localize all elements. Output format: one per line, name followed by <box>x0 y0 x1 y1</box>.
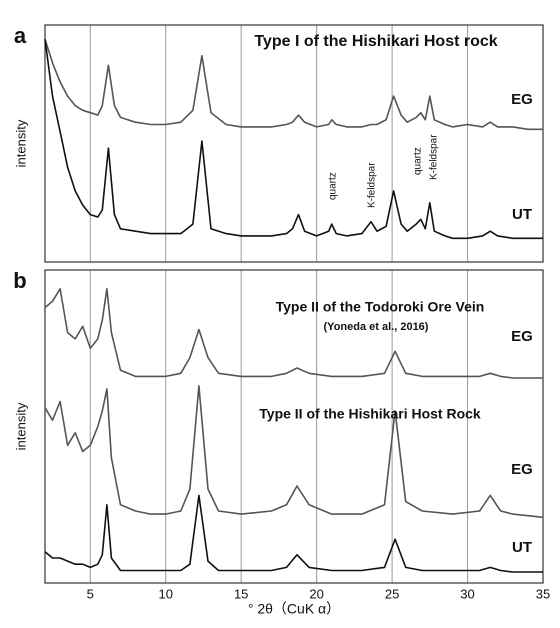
diffraction-pattern <box>44 288 543 379</box>
annotation: K-feldspar <box>429 134 440 180</box>
panel-label: b <box>13 268 26 293</box>
diffraction-pattern <box>44 39 543 240</box>
x-tick-label: 5 <box>87 586 94 601</box>
x-tick-label: 30 <box>460 586 474 601</box>
x-tick-label: 15 <box>234 586 248 601</box>
annotation: (Yoneda et al., 2016) <box>324 321 429 333</box>
annotation: Type II of the Hishikari Host Rock <box>259 406 481 422</box>
diffraction-pattern <box>44 38 543 131</box>
annotation: quartz <box>413 147 424 175</box>
series-label: UT <box>512 539 532 556</box>
x-axis-label: ° 2θ（CuK α） <box>248 601 340 617</box>
annotation: quartz <box>328 172 339 200</box>
panel-title: Type I of the Hishikari Host rock <box>254 33 497 50</box>
panel-label: a <box>14 23 27 48</box>
diffraction-pattern <box>44 494 543 573</box>
plot-frame <box>44 269 544 584</box>
annotation: Type II of the Todoroki Ore Vein <box>276 299 485 315</box>
y-axis-label: intensity <box>13 119 28 167</box>
x-tick-label: 35 <box>536 586 550 601</box>
plot-frame <box>44 24 544 263</box>
diffraction-pattern <box>44 385 544 519</box>
x-tick-label: 20 <box>309 586 323 601</box>
series-label: EG <box>511 91 533 108</box>
x-tick-label: 25 <box>385 586 399 601</box>
series-label: EG <box>511 461 533 478</box>
series-label: EG <box>511 328 533 345</box>
series-label: UT <box>512 206 532 223</box>
annotation: K-feldspar <box>367 162 378 208</box>
y-axis-label: intensity <box>13 402 28 450</box>
x-tick-label: 10 <box>158 586 172 601</box>
